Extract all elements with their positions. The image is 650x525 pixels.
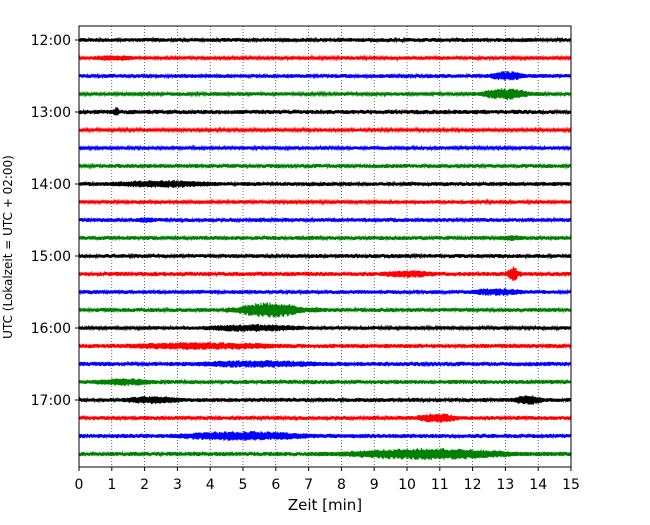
x-tick-label: 4 — [206, 477, 215, 493]
x-tick-label: 7 — [304, 477, 313, 493]
y-tick-label: 14:00 — [31, 177, 71, 193]
x-tick-label: 1 — [107, 477, 116, 493]
x-tick-label: 8 — [337, 477, 346, 493]
trace-13:30 — [78, 144, 572, 152]
trace-14:15 — [78, 198, 572, 206]
trace-17:45 — [78, 447, 572, 460]
trace-13:00 — [78, 107, 572, 116]
plot-frame — [78, 25, 572, 468]
seismic-traces — [78, 36, 572, 460]
trace-17:30 — [78, 431, 572, 441]
x-tick-label: 14 — [529, 477, 547, 493]
trace-16:30 — [78, 360, 572, 368]
x-tick-label: 0 — [75, 477, 84, 493]
trace-15:15 — [78, 266, 572, 281]
y-tick-label: 16:00 — [31, 321, 71, 337]
y-tick-label: 12:00 — [31, 33, 71, 49]
x-tick-label: 12 — [464, 477, 482, 493]
trace-14:30 — [78, 216, 572, 224]
x-tick-label: 2 — [140, 477, 149, 493]
trace-15:00 — [78, 252, 572, 260]
trace-15:45 — [78, 302, 572, 318]
trace-12:00 — [78, 36, 572, 44]
x-tick-label: 9 — [370, 477, 379, 493]
trace-13:45 — [78, 162, 572, 170]
x-tick-label: 10 — [398, 477, 416, 493]
trace-12:45 — [78, 88, 572, 100]
trace-16:45 — [78, 378, 572, 387]
axes: 0 1 2 3 4 5 6 7 8 9 10 11 12 13 14 1512:0013:0014:0015:… — [31, 25, 580, 493]
x-tick-label: 15 — [562, 477, 580, 493]
y-tick-label: 15:00 — [31, 249, 71, 265]
x-axis-label: Zeit [min] — [288, 496, 362, 514]
x-tick-label: 6 — [271, 477, 280, 493]
x-tick-label: 13 — [496, 477, 514, 493]
x-tick-label: 11 — [431, 477, 449, 493]
trace-12:30 — [78, 71, 572, 81]
trace-13:15 — [78, 126, 572, 134]
x-tick-label: 3 — [173, 477, 182, 493]
trace-16:00 — [78, 324, 572, 332]
trace-17:00 — [78, 395, 572, 405]
trace-16:15 — [78, 342, 572, 350]
y-tick-label: 17:00 — [31, 393, 71, 409]
trace-14:45 — [78, 234, 572, 242]
trace-14:00 — [78, 180, 572, 188]
trace-15:30 — [78, 288, 572, 297]
y-axis-label: UTC (Lokalzeit = UTC + 02:00) — [1, 155, 15, 339]
trace-12:15 — [78, 54, 572, 62]
x-tick-label: 5 — [239, 477, 248, 493]
y-tick-label: 13:00 — [31, 105, 71, 121]
trace-17:15 — [78, 413, 572, 423]
